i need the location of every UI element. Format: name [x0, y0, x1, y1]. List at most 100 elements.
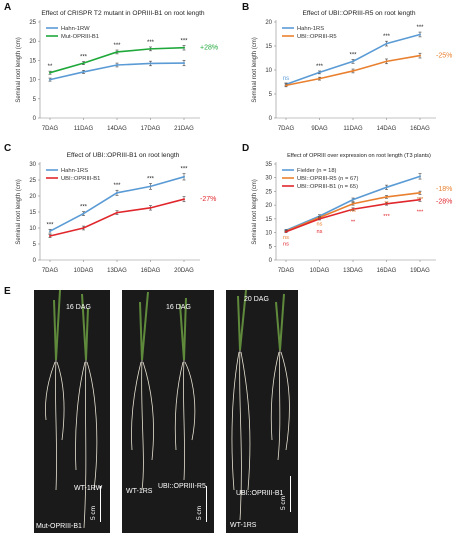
- photo-label-b1: UBI::OPRIII-B1: [236, 490, 284, 497]
- scale-bar-1: [100, 486, 101, 522]
- significance-label: ***: [147, 40, 155, 46]
- significance-label: ***: [147, 177, 155, 183]
- chart-title: Effect of UBI::OPRIII-R5 on root length: [302, 10, 415, 17]
- significance-label: ***: [383, 34, 391, 40]
- scale-label-2: 5 cm: [196, 505, 203, 520]
- legend-label: Hahn-1RS: [61, 168, 88, 174]
- x-tick-label: 10DAG: [74, 268, 94, 274]
- y-tick-label: 10: [265, 231, 272, 237]
- legend-label: UBI::OPRIII-R5: [297, 34, 337, 40]
- x-tick-label: 19DAG: [410, 268, 430, 274]
- significance-label-red: ***: [383, 214, 390, 220]
- data-point: [352, 69, 354, 72]
- photo-label-wt-1rw: WT-1RW: [74, 485, 103, 492]
- y-tick-label: 10: [29, 78, 36, 84]
- y-tick-label: 5: [269, 244, 273, 250]
- x-tick-label: 9DAG: [311, 126, 328, 132]
- y-tick-label: 15: [265, 217, 272, 223]
- data-point: [352, 208, 354, 211]
- chart-svg-d: Effect of OPRIII over expression on root…: [252, 153, 452, 274]
- x-tick-label: 13DAG: [107, 268, 127, 274]
- significance-label: ***: [349, 52, 357, 58]
- x-tick-label: 21DAG: [174, 126, 194, 132]
- x-tick-label: 13DAG: [343, 268, 363, 274]
- scale-label-1: 5 cm: [90, 505, 97, 520]
- significance-label-orange: **: [384, 201, 389, 207]
- data-point: [318, 77, 321, 80]
- y-tick-label: 25: [29, 178, 36, 184]
- legend-label: Hahn-1RW: [61, 26, 90, 32]
- data-point: [183, 46, 185, 49]
- panel-letter-e: E: [4, 286, 11, 297]
- significance-label: ***: [180, 38, 188, 44]
- photo-label-mut: Mut-OPRIII-B1: [36, 523, 82, 530]
- x-tick-label: 17DAG: [141, 126, 161, 132]
- x-tick-label: 10DAG: [310, 268, 330, 274]
- y-tick-label: 35: [265, 162, 272, 168]
- series-line: [49, 198, 185, 237]
- chart-title: Effect of UBI::OPRIII-B1 on root length: [67, 152, 180, 159]
- data-point: [149, 185, 152, 188]
- y-tick-label: 10: [265, 68, 272, 74]
- y-tick-label: 0: [269, 116, 273, 122]
- legend-label: Mut-OPRIII-B1: [61, 34, 99, 40]
- x-tick-label: 7DAG: [42, 268, 59, 274]
- legend-label: UBI::OPRIII-B1 (n = 65): [297, 184, 358, 190]
- y-tick-label: 5: [33, 242, 37, 248]
- data-point: [385, 60, 388, 63]
- percent-change-label: -18%: [436, 186, 452, 193]
- significance-label-red: ***: [417, 210, 424, 216]
- significance-label-red: ns: [283, 242, 289, 248]
- percent-change-label: -28%: [436, 199, 452, 206]
- data-point: [352, 60, 354, 63]
- photo-date-1: 16 DAG: [66, 304, 91, 311]
- data-point: [82, 70, 85, 73]
- data-point: [352, 202, 354, 205]
- y-tick-label: 15: [29, 58, 36, 64]
- data-point: [116, 50, 118, 53]
- data-point: [149, 206, 152, 209]
- data-point: [116, 191, 118, 194]
- x-tick-label: 20DAG: [174, 268, 194, 274]
- x-tick-label: 16DAG: [141, 268, 161, 274]
- data-point: [116, 64, 118, 67]
- x-tick-label: 7DAG: [278, 126, 295, 132]
- data-point: [49, 78, 51, 81]
- data-point: [318, 217, 321, 220]
- chart-d: Effect of OPRIII over expression on root…: [240, 148, 472, 278]
- significance-label-orange: ns: [283, 235, 289, 241]
- percent-change-label: -27%: [200, 196, 216, 203]
- photo-date-3: 20 DAG: [244, 296, 269, 303]
- data-point: [419, 175, 421, 178]
- x-tick-label: 16DAG: [410, 126, 430, 132]
- panel-letter-b: B: [242, 2, 250, 13]
- significance-label: ***: [80, 205, 88, 211]
- data-point: [183, 198, 185, 201]
- legend-label: Fielder (n = 18): [297, 168, 337, 174]
- x-tick-label: 11DAG: [74, 126, 94, 132]
- data-point: [116, 211, 118, 214]
- x-tick-label: 16DAG: [377, 268, 397, 274]
- data-point: [82, 212, 85, 215]
- y-tick-label: 10: [29, 226, 36, 232]
- data-point: [49, 71, 51, 74]
- chart-title: Effect of CRISPR T2 mutant in OPRIII-B1 …: [41, 10, 205, 17]
- significance-label-orange: ns: [317, 221, 323, 227]
- legend-label: Hahn-1RS: [297, 26, 324, 32]
- y-tick-label: 20: [29, 194, 36, 200]
- y-tick-label: 20: [29, 39, 36, 45]
- data-point: [149, 47, 152, 50]
- data-point: [49, 230, 51, 233]
- x-tick-label: 7DAG: [42, 126, 59, 132]
- data-point: [49, 235, 51, 237]
- photo-date-2: 16 DAG: [166, 304, 191, 311]
- x-tick-label: 7DAG: [278, 268, 295, 274]
- x-tick-label: 14DAG: [377, 126, 397, 132]
- chart-a: Effect of CRISPR T2 mutant in OPRIII-B1 …: [4, 6, 236, 136]
- significance-label: ***: [46, 222, 54, 228]
- panel-letter-a: A: [4, 2, 12, 13]
- y-tick-label: 15: [29, 210, 36, 216]
- chart-title: Effect of OPRIII over expression on root…: [287, 153, 431, 159]
- x-tick-label: 14DAG: [107, 126, 127, 132]
- y-axis-label: Seminal root length (cm): [16, 37, 22, 102]
